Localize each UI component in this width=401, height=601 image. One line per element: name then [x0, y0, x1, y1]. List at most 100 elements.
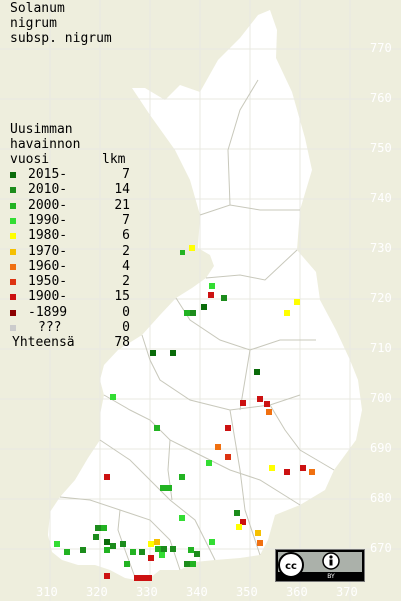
occurrence-point — [194, 551, 200, 557]
occurrence-point — [201, 304, 207, 310]
occurrence-point — [234, 510, 240, 516]
occurrence-point — [254, 369, 260, 375]
occurrence-point — [160, 485, 166, 491]
occurrence-point — [104, 539, 110, 545]
legend-row: 1990- 7 — [10, 213, 130, 228]
legend-count: 14 — [114, 182, 130, 198]
occurrence-point — [206, 460, 212, 466]
occurrence-point — [155, 546, 161, 552]
legend-row: -1899 0 — [10, 305, 130, 320]
y-tick-label: 720 — [370, 291, 392, 305]
occurrence-point — [93, 534, 99, 540]
occurrence-point — [264, 401, 270, 407]
occurrence-point — [257, 540, 263, 546]
legend-swatch — [10, 279, 16, 286]
legend-swatch — [10, 325, 16, 331]
occurrence-point — [139, 549, 145, 555]
legend-swatch — [10, 202, 16, 209]
legend-swatch — [10, 233, 16, 240]
occurrence-point — [54, 541, 60, 547]
cc-icon — [278, 552, 304, 578]
legend-count: 15 — [114, 289, 130, 305]
legend-row: 1950- 2 — [10, 274, 130, 289]
legend-count: 4 — [122, 258, 130, 274]
occurrence-point — [110, 543, 116, 549]
legend-swatch — [10, 217, 16, 224]
svg-text:cc: cc — [285, 561, 297, 572]
legend-label: 2010- — [28, 182, 68, 198]
occurrence-point — [154, 539, 160, 545]
occurrence-point — [161, 546, 167, 552]
occurrence-point — [170, 350, 176, 356]
legend-count: 2 — [122, 243, 130, 259]
legend-label: 2000- — [28, 197, 68, 213]
legend-swatch — [10, 248, 16, 255]
occurrence-point — [208, 292, 214, 298]
occurrence-point — [221, 295, 227, 301]
y-tick-label: 700 — [370, 391, 392, 405]
occurrence-point — [240, 400, 246, 406]
occurrence-point — [184, 561, 190, 567]
occurrence-point — [134, 575, 140, 581]
y-tick-label: 750 — [370, 141, 392, 155]
legend-row: 2015- 7 — [10, 167, 130, 182]
occurrence-point — [154, 425, 160, 431]
occurrence-point — [284, 469, 290, 475]
legend-row: ??? 0 — [10, 320, 130, 335]
legend-count: 21 — [114, 197, 130, 213]
occurrence-point — [101, 525, 107, 531]
occurrence-point — [225, 425, 231, 431]
occurrence-point — [104, 474, 110, 480]
legend-total-value: 78 — [114, 335, 130, 350]
y-tick-label: 710 — [370, 341, 392, 355]
occurrence-point — [179, 474, 185, 480]
occurrence-point — [130, 549, 136, 555]
legend-count: 0 — [122, 304, 130, 320]
legend-heading-line-1: Uusimman — [10, 122, 73, 137]
y-tick-label: 670 — [370, 541, 392, 555]
legend-swatch — [10, 294, 16, 301]
legend-heading-line-2: havainnon — [10, 137, 81, 152]
occurrence-point — [189, 245, 195, 251]
legend-count: 7 — [122, 167, 130, 182]
occurrence-point — [209, 283, 215, 289]
occurrence-point — [309, 469, 315, 475]
license-label: BY — [327, 573, 335, 580]
legend-count-header: lkm — [102, 152, 126, 167]
occurrence-point — [179, 515, 185, 521]
occurrence-point — [104, 547, 110, 553]
occurrence-point — [80, 547, 86, 553]
legend-row: 1900- 15 — [10, 289, 130, 304]
occurrence-point — [184, 310, 190, 316]
legend-row: 1980- 6 — [10, 228, 130, 243]
legend-heading-line-3: vuosi — [10, 152, 50, 167]
occurrence-point — [148, 555, 154, 561]
legend-row: 1970- 2 — [10, 244, 130, 259]
occurrence-point — [166, 485, 172, 491]
legend-label: 1960- — [28, 258, 68, 274]
legend-swatch — [10, 309, 16, 316]
occurrence-point — [225, 454, 231, 460]
species-title-line-2: nigrum — [10, 16, 57, 31]
x-tick-label: 320 — [86, 585, 108, 599]
occurrence-point — [190, 561, 196, 567]
species-title-line-3: subsp. nigrum — [10, 31, 112, 46]
cc-by-badge[interactable]: cc BY — [275, 549, 365, 582]
occurrence-point — [64, 549, 70, 555]
legend-swatch — [10, 263, 16, 270]
legend-label: ??? — [38, 320, 62, 335]
occurrence-point — [150, 350, 156, 356]
occurrence-point — [294, 299, 300, 305]
occurrence-point — [146, 575, 152, 581]
legend-label: 1980- — [28, 228, 68, 244]
legend-label: 2015- — [28, 167, 68, 182]
legend-count: 7 — [122, 212, 130, 228]
occurrence-point — [300, 465, 306, 471]
legend-count: 0 — [122, 320, 130, 335]
legend-row: 2000- 21 — [10, 198, 130, 213]
occurrence-point — [209, 539, 215, 545]
cc-by-icon: cc BY — [276, 550, 364, 581]
x-tick-label: 350 — [236, 585, 258, 599]
legend-label: 1970- — [28, 243, 68, 259]
